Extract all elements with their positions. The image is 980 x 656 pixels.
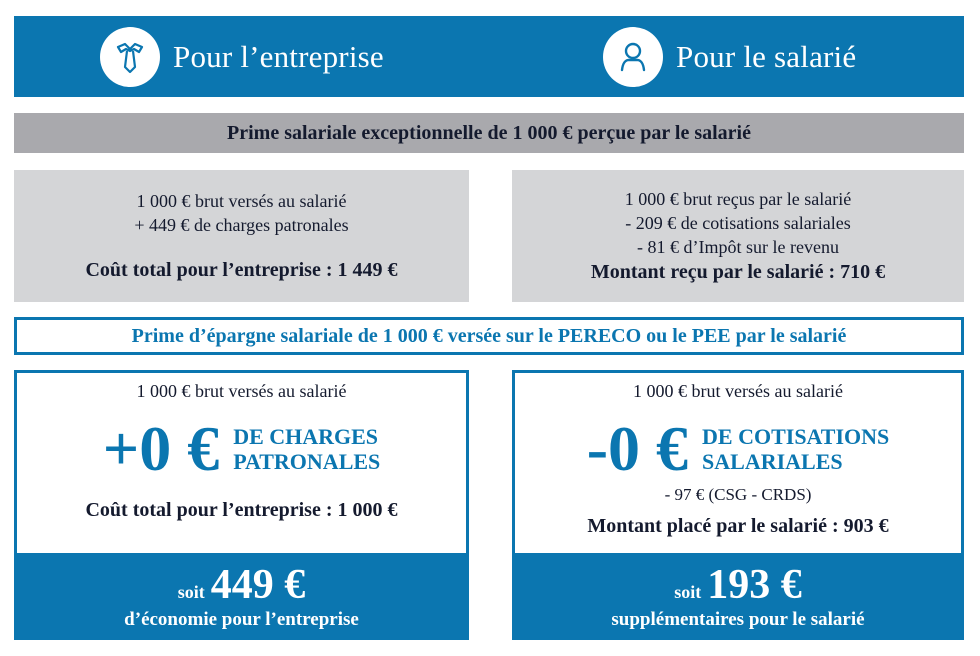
band-amount: 449 € (210, 561, 306, 608)
section2-title: Prime d’épargne salariale de 1 000 € ver… (14, 317, 964, 355)
text-line: - 81 € d’Impôt sur le revenu (637, 237, 839, 257)
section2-enterprise-card: 1 000 € brut versés au salarié +0 € DE C… (14, 370, 469, 640)
total-cost: Coût total pour l’entreprise : 1 449 € (85, 259, 398, 281)
net-amount: Montant placé par le salarié : 903 € (587, 515, 889, 537)
csg-note: - 97 € (CSG - CRDS) (664, 485, 812, 504)
band-prefix: soit (177, 581, 205, 602)
tie-icon (100, 26, 160, 87)
header-banner: Pour l’entreprise Pour le salarié (14, 16, 964, 97)
big-figure: -0 € DE COTISATIONS SALARIALES (515, 417, 961, 481)
header-employee: Pour le salarié (603, 16, 856, 97)
big-amount: -0 € (586, 413, 689, 484)
big-figure: +0 € DE CHARGES PATRONALES (17, 417, 466, 481)
desc-line: DE CHARGES (233, 424, 379, 449)
card-intro: 1 000 € brut versés au salarié (136, 381, 347, 401)
section1-title: Prime salariale exceptionnelle de 1 000 … (14, 113, 964, 153)
band-subtitle: supplémentaires pour le salarié (611, 608, 865, 630)
net-amount: Montant reçu par le salarié : 710 € (590, 261, 886, 283)
big-amount: +0 € (102, 413, 220, 484)
band-prefix: soit (674, 581, 702, 602)
total-cost: Coût total pour l’entreprise : 1 000 € (85, 499, 398, 521)
header-enterprise-title: Pour l’entreprise (173, 38, 384, 74)
gain-band: soit 193 € supplémentaires pour le salar… (512, 553, 964, 640)
card-intro: 1 000 € brut versés au salarié (633, 381, 843, 401)
big-description: DE CHARGES PATRONALES (233, 424, 380, 474)
text-line: 1 000 € brut reçus par le salarié (624, 189, 852, 209)
savings-band: soit 449 € d’économie pour l’entreprise (14, 553, 469, 640)
text-line: + 449 € de charges patronales (134, 215, 349, 235)
section1-enterprise-box: 1 000 € brut versés au salarié + 449 € d… (14, 170, 469, 302)
text-line: - 209 € de cotisations salariales (625, 213, 851, 233)
section1-employee-box: 1 000 € brut reçus par le salarié - 209 … (512, 170, 964, 302)
desc-line: PATRONALES (233, 449, 381, 474)
text-line: 1 000 € brut versés au salarié (136, 191, 347, 211)
header-enterprise: Pour l’entreprise (100, 16, 384, 97)
band-amount: 193 € (707, 561, 802, 608)
desc-line: SALARIALES (702, 449, 843, 474)
user-icon (603, 26, 663, 87)
desc-line: DE COTISATIONS (702, 424, 890, 449)
section2-employee-card: 1 000 € brut versés au salarié -0 € DE C… (512, 370, 964, 640)
header-employee-title: Pour le salarié (676, 38, 857, 74)
big-description: DE COTISATIONS SALARIALES (702, 424, 889, 474)
band-subtitle: d’économie pour l’entreprise (124, 608, 359, 630)
